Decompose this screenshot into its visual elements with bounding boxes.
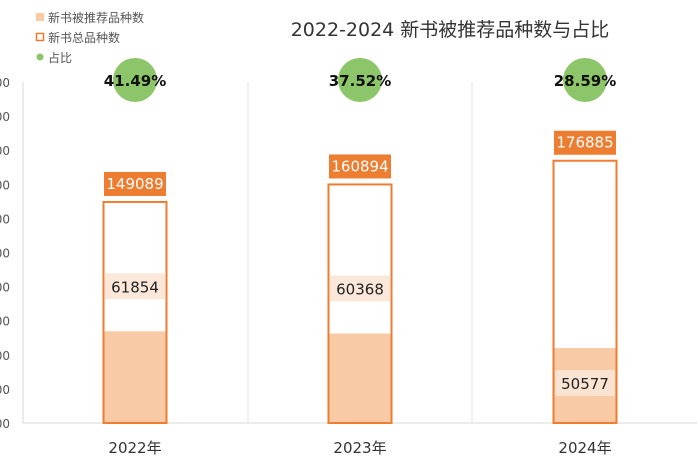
ratio-label: 37.52% [329,72,391,90]
recommended-label: 61854 [111,278,159,296]
legend-label: 新书总品种数 [48,30,120,45]
recommended-label-bg [105,273,165,300]
x-tick-label: 2024年 [558,439,611,457]
y-tick-label: 00 [0,110,10,124]
legend-swatch-recommended [36,13,44,21]
y-tick-label: 00 [0,144,10,158]
legend-swatch-total [35,32,45,42]
legend-label: 占比 [48,50,72,65]
total-label-bg [329,154,391,179]
total-label: 160894 [331,157,388,175]
bar-total [102,200,168,424]
y-tick-label: 00 [0,281,10,295]
bar-total [327,183,393,424]
recommended-label-bg [555,370,615,396]
total-label: 149089 [106,175,163,193]
legend-label: 新书被推荐品种数 [48,10,144,25]
y-tick-label: 00 [0,383,10,397]
y-tick-label: 00 [0,212,10,226]
y-tick-label: 00 [0,178,10,192]
x-tick-label: 2023年 [333,439,386,457]
bar-recommended [103,331,167,423]
ratio-bubble [338,58,382,102]
ratio-label: 28.59% [554,72,616,90]
ratio-bubble [113,58,157,102]
legend-swatch-ratio [36,53,44,61]
y-tick-label: 00 [0,349,10,363]
y-tick-label: 00 [0,76,10,90]
ratio-bubble [563,58,607,102]
ratio-label: 41.49% [104,72,166,90]
y-tick-label: 00 [0,315,10,329]
recommended-label-bg [330,275,390,302]
bar-recommended [328,333,392,423]
chart-title: 2022-2024 新书被推荐品种数与占比 [291,19,610,41]
recommended-label: 60368 [336,280,384,298]
y-tick-label: 00 [0,417,10,431]
bar-total [552,159,618,425]
x-tick-label: 2022年 [108,439,161,457]
recommended-label: 50577 [561,375,609,393]
y-tick-label: 00 [0,247,10,261]
total-label: 176885 [556,134,613,152]
total-label-bg [554,130,616,155]
total-label-bg [104,171,166,196]
